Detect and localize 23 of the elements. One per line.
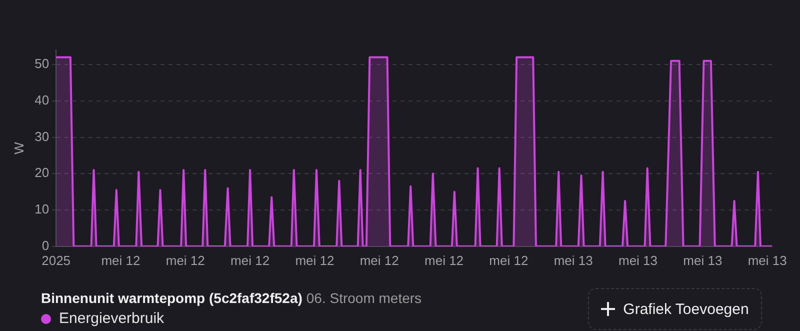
x-tick-label: mei 12 — [424, 252, 464, 268]
x-tick-label: mei 13 — [618, 252, 658, 268]
x-tick-label: 2025 — [42, 252, 71, 268]
x-tick-label: mei 13 — [748, 252, 787, 268]
y-tick-label: 0 — [42, 238, 50, 253]
y-tick-label: 40 — [34, 92, 50, 108]
x-tick-label: mei 12 — [360, 252, 399, 268]
y-tick-label: 10 — [34, 202, 50, 217]
x-tick-label: mei 12 — [489, 252, 528, 268]
x-tick-label: mei 13 — [554, 252, 593, 268]
x-tick-label: mei 12 — [101, 252, 140, 268]
y-tick-label: 50 — [34, 56, 50, 72]
y-tick-label: 20 — [34, 165, 50, 180]
text: Grafiek Toevoegen — [623, 300, 749, 318]
text: Binnenunit warmtepomp (5c2faf32f52a) — [41, 290, 302, 306]
text: 06. Stroom meters — [306, 290, 422, 306]
x-tick-label: mei 12 — [230, 252, 270, 268]
x-tick-label: mei 13 — [683, 252, 722, 268]
x-tick-label: mei 12 — [295, 252, 334, 268]
y-tick-label: 30 — [34, 128, 50, 144]
x-tick-label: mei 12 — [166, 252, 205, 268]
legend-label: Energieverbruik — [59, 310, 164, 327]
y-axis-title: W — [11, 141, 26, 154]
